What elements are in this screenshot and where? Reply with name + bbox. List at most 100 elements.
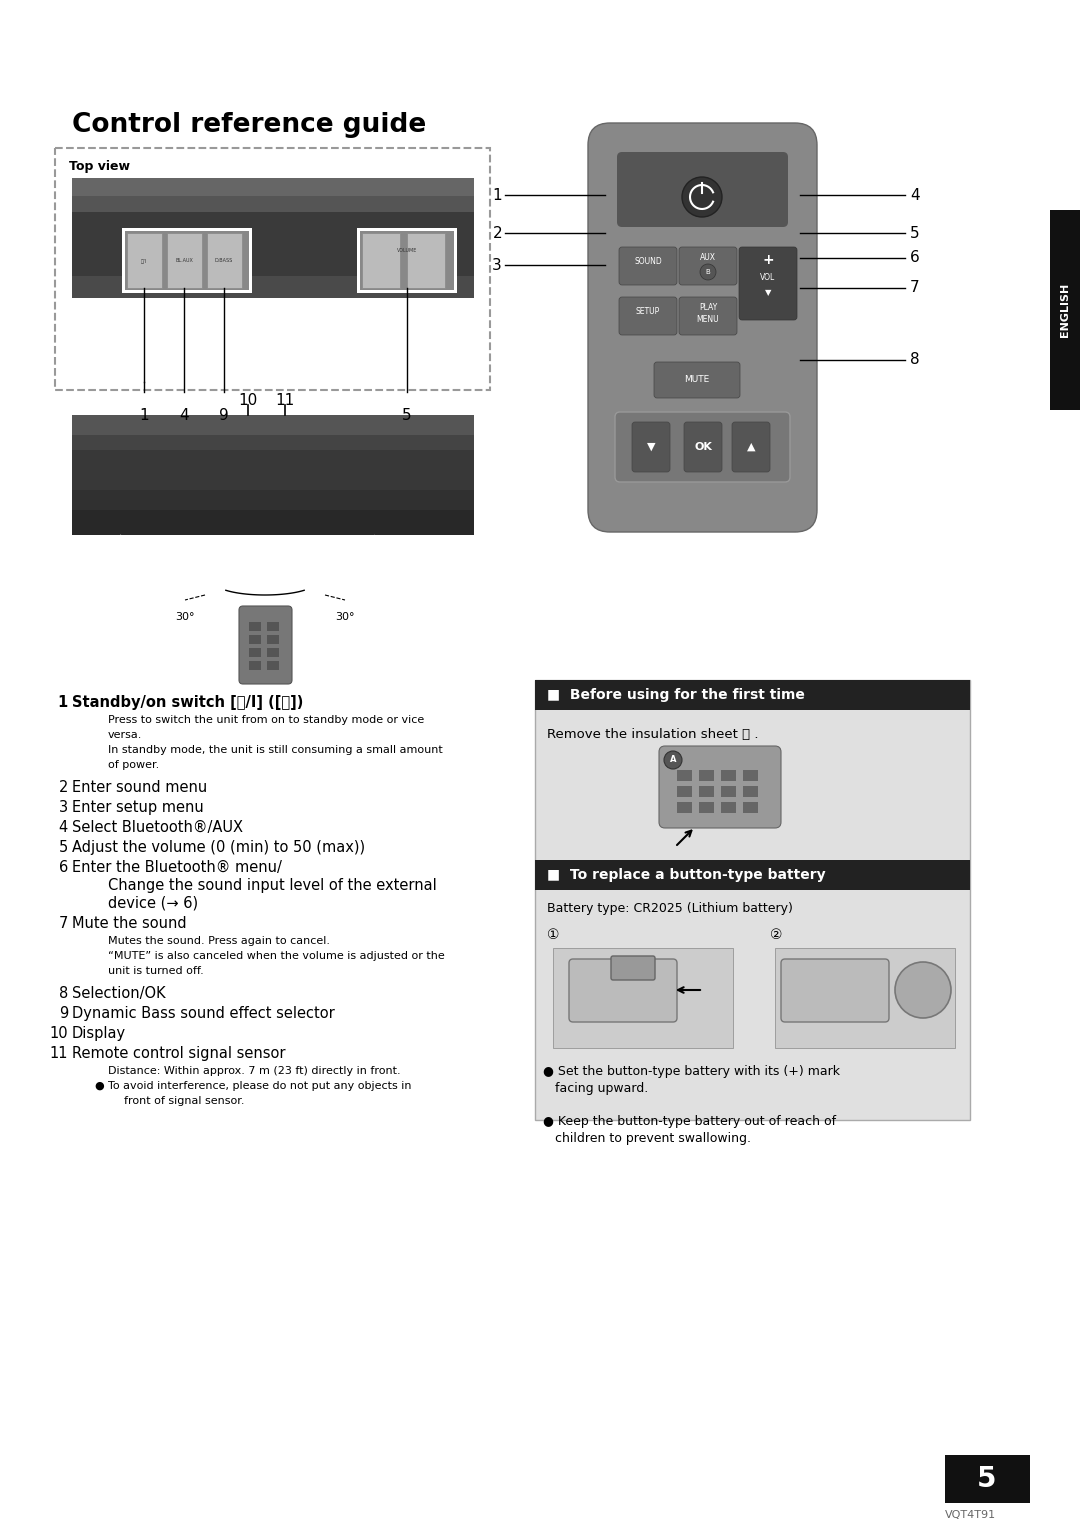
Text: 1: 1 [492, 188, 502, 203]
Text: Remote control signal sensor: Remote control signal sensor [72, 1045, 285, 1061]
Text: ● Keep the button-type battery out of reach of
   children to prevent swallowing: ● Keep the button-type battery out of re… [543, 1116, 836, 1144]
Text: Distance: Within approx. 7 m (23 ft) directly in front.: Distance: Within approx. 7 m (23 ft) dir… [108, 1067, 401, 1076]
FancyBboxPatch shape [654, 362, 740, 398]
Bar [72, 415, 474, 435]
Bar [267, 661, 279, 670]
FancyBboxPatch shape [588, 124, 816, 533]
Bar [721, 786, 735, 797]
Text: Remove the insulation sheet Ⓐ .: Remove the insulation sheet Ⓐ . [546, 728, 758, 742]
Text: 5: 5 [977, 1465, 997, 1492]
Text: Select Bluetooth®/AUX: Select Bluetooth®/AUX [72, 819, 243, 835]
Text: Standby/on switch [⏻/I] ([⏻]): Standby/on switch [⏻/I] ([⏻]) [72, 694, 303, 710]
FancyBboxPatch shape [732, 423, 770, 472]
Text: 6: 6 [910, 250, 920, 266]
FancyBboxPatch shape [632, 423, 670, 472]
Bar [72, 450, 474, 490]
Text: MUTE: MUTE [685, 375, 710, 385]
FancyBboxPatch shape [615, 412, 789, 482]
Text: Control reference guide: Control reference guide [72, 111, 427, 137]
Text: Selection/OK: Selection/OK [72, 986, 165, 1001]
Text: ②: ② [770, 928, 783, 942]
Bar [699, 786, 714, 797]
Text: To avoid interference, please do not put any objects in: To avoid interference, please do not put… [108, 1080, 411, 1091]
Text: VQT4T91: VQT4T91 [945, 1511, 996, 1520]
Text: Enter setup menu: Enter setup menu [72, 800, 204, 815]
Bar [362, 233, 400, 288]
Text: ▼: ▼ [647, 443, 656, 452]
Text: 8: 8 [910, 353, 920, 368]
Text: ■  Before using for the first time: ■ Before using for the first time [546, 688, 805, 702]
Bar [249, 635, 261, 644]
Text: Enter the Bluetooth® menu/: Enter the Bluetooth® menu/ [72, 861, 282, 874]
Text: 3: 3 [492, 258, 502, 273]
Bar [775, 948, 955, 1048]
Text: MENU: MENU [697, 316, 719, 325]
FancyBboxPatch shape [679, 298, 737, 336]
Text: OK: OK [694, 443, 712, 452]
FancyBboxPatch shape [619, 247, 677, 285]
Bar [357, 227, 457, 293]
Text: Battery type: CR2025 (Lithium battery): Battery type: CR2025 (Lithium battery) [546, 902, 793, 916]
Bar [122, 227, 252, 293]
Bar [721, 771, 735, 781]
Bar [360, 230, 454, 290]
Text: +: + [762, 253, 773, 267]
Bar [535, 861, 970, 890]
Bar [249, 661, 261, 670]
Text: 6: 6 [58, 861, 68, 874]
Bar [72, 179, 474, 195]
Text: ■  To replace a button-type battery: ■ To replace a button-type battery [546, 868, 825, 882]
Text: D.BASS: D.BASS [215, 258, 233, 264]
Bar [535, 681, 970, 710]
Circle shape [664, 751, 681, 769]
Text: BL.AUX: BL.AUX [175, 258, 193, 264]
Text: 2: 2 [492, 226, 502, 241]
Text: Top view: Top view [69, 160, 130, 172]
Text: 7: 7 [910, 281, 920, 296]
Text: Dynamic Bass sound effect selector: Dynamic Bass sound effect selector [72, 1006, 335, 1021]
Bar [743, 771, 758, 781]
Bar [699, 803, 714, 813]
FancyBboxPatch shape [617, 153, 788, 227]
Text: 5: 5 [402, 407, 411, 423]
FancyBboxPatch shape [679, 247, 737, 285]
Text: 4: 4 [58, 819, 68, 835]
Bar [72, 195, 474, 212]
Text: 3: 3 [59, 800, 68, 815]
Text: Display: Display [72, 1025, 126, 1041]
Bar [207, 233, 242, 288]
Bar [677, 786, 692, 797]
Bar [407, 233, 445, 288]
Text: 1: 1 [57, 694, 68, 710]
Text: 2: 2 [58, 780, 68, 795]
FancyBboxPatch shape [569, 958, 677, 1022]
Text: ①: ① [546, 928, 559, 942]
Text: front of signal sensor.: front of signal sensor. [124, 1096, 244, 1106]
Text: 30°: 30° [175, 612, 194, 623]
Text: AUX: AUX [700, 253, 716, 262]
FancyBboxPatch shape [781, 958, 889, 1022]
Bar [721, 803, 735, 813]
Text: ● Set the button-type battery with its (+) mark
   facing upward.: ● Set the button-type battery with its (… [543, 1065, 840, 1096]
Text: versa.: versa. [108, 729, 143, 740]
Text: PLAY: PLAY [699, 302, 717, 311]
Bar [72, 435, 474, 450]
Bar [553, 948, 733, 1048]
Bar [127, 233, 162, 288]
Bar [72, 276, 474, 298]
Circle shape [681, 177, 723, 217]
Text: 10: 10 [50, 1025, 68, 1041]
Text: ▲: ▲ [746, 443, 755, 452]
FancyBboxPatch shape [239, 606, 292, 684]
FancyBboxPatch shape [684, 423, 723, 472]
Text: VOLUME: VOLUME [396, 249, 417, 253]
Circle shape [700, 264, 716, 279]
Circle shape [895, 961, 951, 1018]
Text: Enter sound menu: Enter sound menu [72, 780, 207, 795]
Text: SOUND: SOUND [634, 258, 662, 267]
Bar [699, 771, 714, 781]
Text: In standby mode, the unit is still consuming a small amount: In standby mode, the unit is still consu… [108, 745, 443, 755]
Text: Press to switch the unit from on to standby mode or vice: Press to switch the unit from on to stan… [108, 716, 424, 725]
FancyBboxPatch shape [659, 746, 781, 829]
Text: B: B [705, 269, 711, 275]
